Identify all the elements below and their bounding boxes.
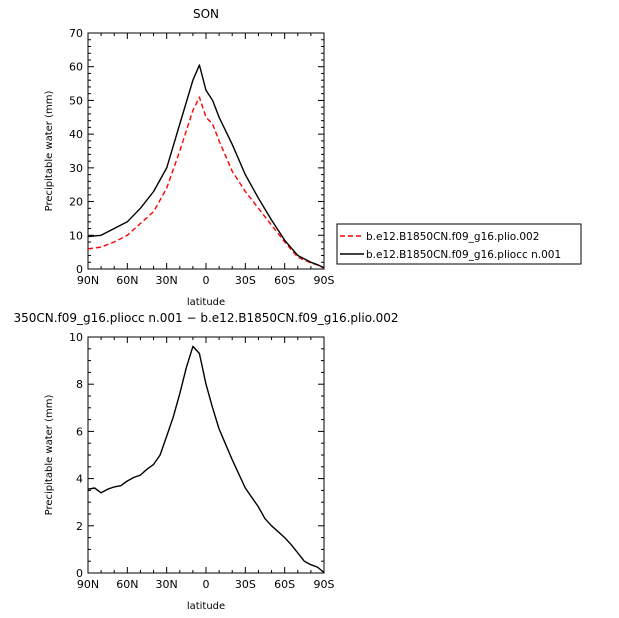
series-line-0 (87, 345, 325, 574)
top-ticks: 90N 60N 30N 0 30S 60S 90S 0 10 20 30 40 50 60 70 (69, 27, 335, 287)
y-tick-label: 50 (69, 94, 83, 107)
y-tick-label: 4 (76, 473, 83, 486)
x-tick-label: 90N (77, 578, 99, 591)
bottom-plot-frame (87, 336, 325, 574)
bottom-chart-title: 350CN.f09_g16.pliocc n.001 − b.e12.B1850… (13, 311, 398, 325)
y-tick-label: 2 (76, 520, 83, 533)
y-tick-label: 10 (69, 331, 83, 344)
x-tick-label: 60S (274, 274, 295, 287)
bottom-chart: 350CN.f09_g16.pliocc n.001 − b.e12.B1850… (13, 311, 398, 612)
x-tick-label: 60N (116, 274, 138, 287)
top-y-axis-label: Precipitable water (mm) (44, 91, 55, 212)
x-tick-label: 0 (203, 274, 210, 287)
y-tick-label: 40 (69, 128, 83, 141)
bottom-x-axis-label: latitude (187, 601, 225, 612)
y-tick-label: 70 (69, 27, 83, 40)
y-tick-label: 6 (76, 425, 83, 438)
legend-label-plio: b.e12.B1850CN.f09_g16.plio.002 (366, 231, 539, 243)
y-tick-label: 10 (69, 229, 83, 242)
x-tick-label: 30S (235, 274, 256, 287)
x-tick-label: 90S (314, 578, 335, 591)
top-x-axis-label: latitude (187, 297, 225, 308)
x-tick-label: 30S (235, 578, 256, 591)
x-tick-label: 30N (156, 274, 178, 287)
y-tick-label: 60 (69, 61, 83, 74)
bottom-y-axis-label: Precipitable water (mm) (44, 395, 55, 516)
top-series (87, 64, 325, 269)
x-tick-label: 60N (116, 578, 138, 591)
series-line-1 (87, 64, 325, 269)
legend: b.e12.B1850CN.f09_g16.plio.002 b.e12.B18… (336, 223, 582, 265)
x-tick-label: 0 (203, 578, 210, 591)
series-line-0 (87, 96, 325, 269)
top-chart-title: SON (193, 7, 219, 21)
y-tick-label: 20 (69, 196, 83, 209)
x-tick-label: 60S (274, 578, 295, 591)
top-chart: SON 90N 60N 30N 0 30S 60S 90S 0 10 20 30 40 50 60 70 l… (44, 7, 335, 308)
y-tick-label: 30 (69, 162, 83, 175)
y-tick-label: 0 (76, 567, 83, 580)
legend-box (336, 223, 582, 265)
legend-label-pliocc n: b.e12.B1850CN.f09_g16.pliocc n.001 (366, 249, 561, 261)
x-tick-label: 90S (314, 274, 335, 287)
y-tick-label: 8 (76, 378, 83, 391)
x-tick-label: 90N (77, 274, 99, 287)
top-plot-frame (87, 32, 325, 270)
x-tick-label: 30N (156, 578, 178, 591)
y-tick-label: 0 (76, 263, 83, 276)
bottom-ticks: 90N 60N 30N 0 30S 60S 90S 0 2 4 6 8 10 (69, 331, 335, 591)
bottom-series (87, 345, 325, 574)
